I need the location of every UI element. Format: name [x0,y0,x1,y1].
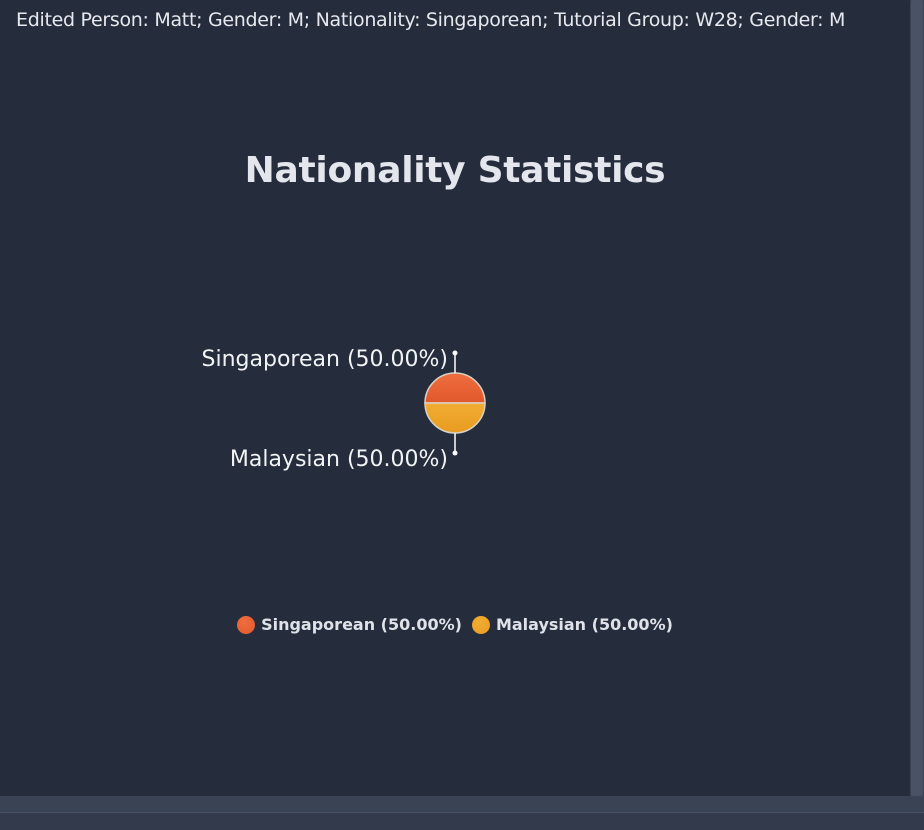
statistics-panel: Edited Person: Matt; Gender: M; National… [0,0,910,796]
pie-slice[interactable] [424,372,486,404]
chart-title: Nationality Statistics [244,150,666,191]
scrollbar-thumb[interactable] [911,0,923,796]
legend-marker [237,615,256,634]
legend-marker [471,615,490,634]
status-message: Edited Person: Matt; Gender: M; National… [16,9,846,31]
pie-chart: Singaporean (50.00%) Malaysian (50.00%) [202,347,486,472]
legend-label: Malaysian (50.00%) [495,615,673,634]
legend-item-singaporean[interactable]: Singaporean (50.00%) [237,615,462,634]
label-leader-dot [452,450,458,456]
slice-label: Singaporean (50.00%) [202,347,448,372]
pie-slice[interactable] [424,402,486,434]
bottom-bar [0,812,924,830]
legend-label: Singaporean (50.00%) [261,615,462,634]
label-leader-dot [452,350,458,356]
chart-legend: Singaporean (50.00%) Malaysian (50.00%) [0,615,910,634]
legend-item-malaysian[interactable]: Malaysian (50.00%) [471,615,673,634]
slice-label: Malaysian (50.00%) [230,447,448,472]
